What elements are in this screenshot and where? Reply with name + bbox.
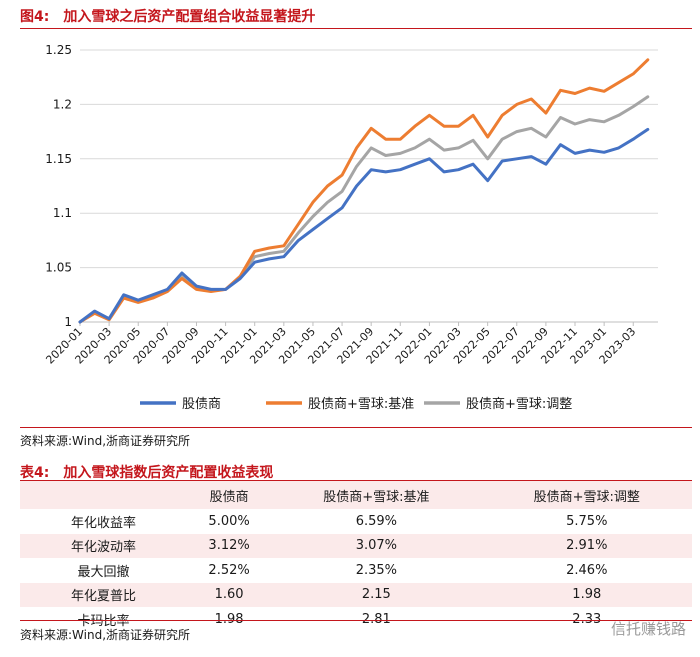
figure-title: 图4: 加入雪球之后资产配置组合收益显著提升 [20, 6, 315, 26]
table-header-cell [20, 481, 187, 509]
figure-number: 图4: [20, 9, 50, 25]
table-cell: 2.15 [271, 582, 482, 607]
table-title-text: 加入雪球指数后资产配置收益表现 [63, 465, 274, 481]
table-cell: 1.98 [187, 607, 272, 632]
legend-label: 股债商+雪球:基准 [308, 397, 414, 412]
table-cell: 2.35% [271, 558, 482, 583]
table-row: 年化波动率 3.12% 3.07% 2.91% [20, 533, 692, 558]
figure-bottom-rule [20, 427, 692, 428]
series-line-0 [78, 127, 650, 324]
line-chart: 11.051.11.151.21.252020-012020-032020-05… [43, 43, 658, 412]
row-label: 年化夏普比 [20, 582, 187, 607]
table-cell: 1.60 [187, 582, 272, 607]
figure-source: 资料来源:Wind,浙商证券研究所 [20, 434, 191, 448]
y-tick-label: 1.2 [53, 97, 72, 111]
table-row: 年化收益率 5.00% 6.59% 5.75% [20, 509, 692, 534]
row-label: 年化波动率 [20, 533, 187, 558]
table-row: 卡玛比率 1.98 2.81 2.33 [20, 607, 692, 632]
table-cell: 2.81 [271, 607, 482, 632]
row-label: 年化收益率 [20, 509, 187, 534]
y-tick-label: 1.05 [45, 261, 72, 275]
y-tick-label: 1.15 [45, 152, 72, 166]
table-number: 表4: [20, 465, 50, 481]
table-cell: 1.98 [481, 582, 692, 607]
figure-title-text: 加入雪球之后资产配置组合收益显著提升 [63, 9, 316, 25]
table-bottom-rule [20, 620, 692, 621]
table-header-cell: 股债商+雪球:调整 [481, 481, 692, 509]
table-cell: 3.07% [271, 533, 482, 558]
row-label: 卡玛比率 [20, 607, 187, 632]
table-cell: 2.33 [481, 607, 692, 632]
table-cell: 2.52% [187, 558, 272, 583]
watermark: 信托赚钱路 [610, 620, 686, 638]
table-header-cell: 股债商+雪球:基准 [271, 481, 482, 509]
series-line-1 [78, 58, 650, 324]
row-label: 最大回撤 [20, 558, 187, 583]
table-cell: 3.12% [187, 533, 272, 558]
legend-label: 股债商+雪球:调整 [466, 397, 572, 412]
performance-table: 股债商 股债商+雪球:基准 股债商+雪球:调整 年化收益率 5.00% 6.59… [20, 481, 692, 632]
legend-label: 股债商 [182, 397, 221, 412]
table-cell: 5.75% [481, 509, 692, 534]
table-cell: 5.00% [187, 509, 272, 534]
table-row: 年化夏普比 1.60 2.15 1.98 [20, 582, 692, 607]
table-title: 表4: 加入雪球指数后资产配置收益表现 [20, 462, 273, 482]
table-header-cell: 股债商 [187, 481, 272, 509]
table-cell: 2.91% [481, 533, 692, 558]
table-cell: 6.59% [271, 509, 482, 534]
table-row: 最大回撤 2.52% 2.35% 2.46% [20, 558, 692, 583]
y-tick-label: 1.25 [45, 43, 72, 57]
y-tick-label: 1 [64, 315, 72, 329]
y-tick-label: 1.1 [53, 206, 72, 220]
series-line-2 [78, 95, 650, 324]
table-header-row: 股债商 股债商+雪球:基准 股债商+雪球:调整 [20, 481, 692, 509]
table-source: 资料来源:Wind,浙商证券研究所 [20, 628, 191, 642]
figure-title-rule [20, 28, 692, 29]
table-cell: 2.46% [481, 558, 692, 583]
